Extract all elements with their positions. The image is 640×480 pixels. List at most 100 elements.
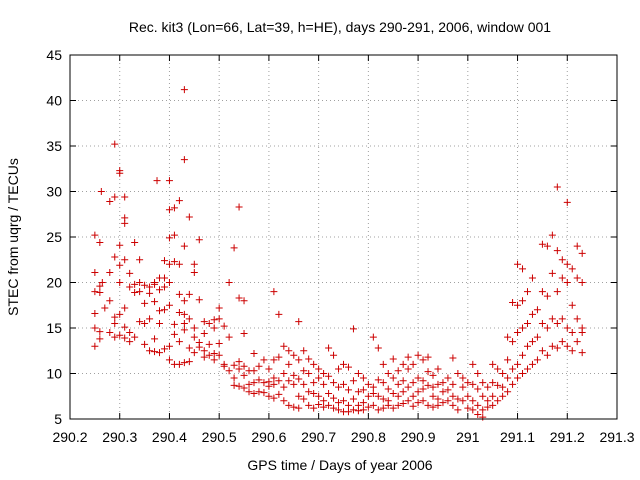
- data-point: [439, 379, 447, 387]
- data-point: [136, 288, 144, 296]
- data-point: [300, 367, 308, 375]
- data-point: [280, 397, 288, 405]
- data-point: [578, 329, 586, 337]
- data-point: [538, 288, 546, 296]
- data-point: [111, 140, 119, 148]
- data-point: [533, 306, 541, 314]
- data-point: [131, 333, 139, 341]
- data-point: [210, 356, 218, 364]
- data-point: [523, 365, 531, 373]
- data-point: [519, 370, 527, 377]
- data-point: [389, 374, 397, 382]
- data-point: [240, 384, 248, 392]
- data-point: [359, 386, 367, 394]
- x-axis-label: GPS time / Days of year 2006: [247, 457, 432, 473]
- data-point: [419, 377, 427, 385]
- data-point: [180, 319, 188, 327]
- data-point: [265, 392, 273, 400]
- data-point: [131, 280, 139, 288]
- data-point: [165, 260, 173, 268]
- data-point: [126, 283, 134, 291]
- data-point: [459, 397, 467, 405]
- data-point: [454, 395, 462, 403]
- data-point: [220, 362, 228, 370]
- data-point: [250, 390, 258, 398]
- data-point: [111, 333, 119, 341]
- data-point: [484, 403, 492, 411]
- data-point: [349, 406, 357, 414]
- data-point: [97, 188, 105, 195]
- data-point: [156, 286, 164, 294]
- data-point: [434, 380, 442, 388]
- data-point: [568, 301, 576, 309]
- data-point: [335, 365, 343, 373]
- data-point: [444, 386, 452, 394]
- data-point: [499, 383, 507, 391]
- data-point: [528, 274, 536, 282]
- data-point: [394, 380, 402, 388]
- data-point: [106, 198, 114, 206]
- data-point: [325, 390, 333, 398]
- data-point: [156, 349, 164, 357]
- data-point: [568, 265, 576, 273]
- data-point: [185, 213, 193, 221]
- data-point: [96, 289, 104, 297]
- data-point: [215, 304, 223, 312]
- data-point: [290, 403, 298, 411]
- data-point: [235, 382, 243, 390]
- data-point: [349, 377, 357, 385]
- data-point: [225, 367, 233, 375]
- data-point: [449, 354, 457, 362]
- data-point: [369, 401, 377, 409]
- data-point: [414, 374, 422, 382]
- data-point: [364, 392, 372, 400]
- data-point: [330, 379, 338, 387]
- x-tick-label: 291.1: [500, 429, 535, 445]
- data-point: [245, 380, 253, 388]
- data-point: [404, 365, 412, 373]
- data-point: [190, 333, 198, 341]
- data-point: [553, 288, 561, 296]
- data-point: [409, 360, 417, 368]
- data-point: [548, 231, 556, 239]
- data-point: [553, 183, 561, 191]
- data-point: [384, 370, 392, 377]
- data-point: [424, 401, 432, 409]
- data-point: [295, 392, 303, 400]
- data-point: [359, 399, 367, 407]
- data-point: [205, 319, 213, 327]
- data-point: [543, 292, 551, 300]
- data-point: [255, 388, 263, 396]
- data-point: [424, 381, 432, 389]
- data-point: [91, 268, 99, 276]
- data-point: [270, 288, 278, 296]
- data-point: [270, 394, 278, 402]
- data-point: [379, 379, 387, 387]
- data-point: [116, 169, 124, 177]
- data-point: [91, 288, 99, 296]
- data-point: [175, 338, 183, 346]
- data-point: [479, 379, 487, 387]
- data-point: [553, 344, 561, 352]
- data-point: [399, 400, 407, 408]
- data-point: [344, 363, 352, 371]
- data-point: [255, 362, 263, 370]
- data-point: [573, 338, 581, 346]
- data-point: [106, 297, 114, 305]
- data-point: [235, 358, 243, 366]
- data-point: [290, 351, 298, 359]
- data-point: [200, 347, 208, 355]
- data-point: [335, 406, 343, 414]
- data-point: [394, 392, 402, 400]
- data-point: [250, 367, 258, 375]
- data-point: [165, 234, 173, 242]
- data-point: [563, 342, 571, 350]
- data-point: [548, 269, 556, 277]
- data-point: [290, 371, 298, 379]
- data-point: [121, 304, 129, 312]
- data-point: [175, 309, 183, 317]
- data-point: [409, 402, 417, 410]
- data-point: [235, 365, 243, 373]
- y-tick-label: 45: [46, 47, 62, 63]
